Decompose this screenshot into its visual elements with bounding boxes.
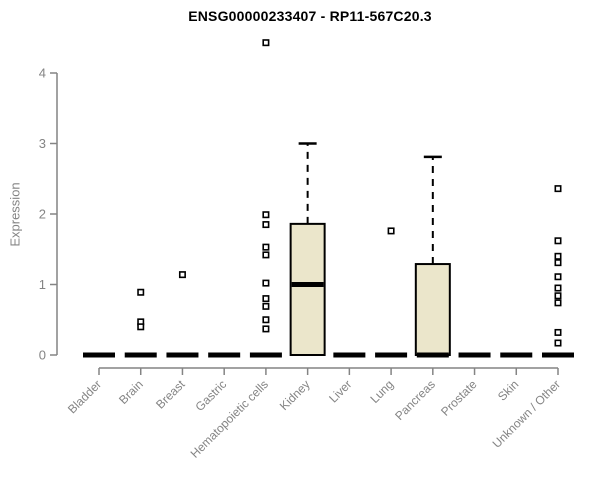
x-axis-label-hematopoietic-cells: Hematopoietic cells	[188, 377, 271, 460]
median-brain	[124, 352, 157, 358]
x-axis-label-gastric: Gastric	[193, 377, 230, 414]
outlier-hematopoietic-cells	[262, 325, 270, 333]
y-axis-tick-label: 3	[39, 136, 46, 151]
box-pancreas	[414, 263, 451, 356]
y-axis-title: Expression	[7, 182, 23, 247]
outlier-hematopoietic-cells	[262, 279, 270, 287]
median-lung	[375, 352, 408, 358]
outlier-unknown-other	[554, 292, 562, 300]
outlier-unknown-other	[554, 252, 562, 260]
outlier-hematopoietic-cells	[262, 316, 270, 324]
outlier-hematopoietic-cells	[262, 243, 270, 251]
median-breast	[166, 352, 199, 358]
y-axis-tick-label: 2	[39, 207, 46, 222]
outlier-hematopoietic-cells	[262, 39, 270, 47]
median-unknown-other	[542, 352, 574, 358]
median-hematopoietic-cells	[249, 352, 282, 358]
x-axis-label-pancreas: Pancreas	[392, 377, 438, 423]
median-gastric	[208, 352, 241, 358]
outlier-hematopoietic-cells	[262, 302, 270, 310]
y-axis-tick-label: 1	[39, 277, 46, 292]
outlier-hematopoietic-cells	[262, 251, 270, 259]
box-kidney	[289, 222, 326, 356]
median-pancreas	[416, 352, 449, 358]
x-axis-label-breast: Breast	[153, 377, 188, 412]
median-prostate	[458, 352, 491, 358]
outlier-hematopoietic-cells	[262, 211, 270, 219]
x-axis-label-skin: Skin	[495, 377, 521, 403]
x-axis-label-kidney: Kidney	[277, 377, 313, 413]
outlier-hematopoietic-cells	[262, 295, 270, 303]
outlier-brain	[137, 288, 145, 296]
outlier-lung	[387, 227, 395, 235]
median-liver	[333, 352, 366, 358]
outlier-unknown-other	[554, 339, 562, 347]
outlier-unknown-other	[554, 284, 562, 292]
y-axis-tick-label: 0	[39, 348, 46, 363]
outlier-hematopoietic-cells	[262, 221, 270, 229]
x-axis-label-liver: Liver	[326, 377, 354, 405]
outlier-unknown-other	[554, 299, 562, 307]
outlier-unknown-other	[554, 237, 562, 245]
x-axis-label-bladder: Bladder	[65, 377, 104, 416]
x-axis-label-lung: Lung	[367, 377, 396, 406]
outlier-unknown-other	[554, 185, 562, 193]
outlier-unknown-other	[554, 328, 562, 336]
x-axis-label-prostate: Prostate	[438, 377, 480, 419]
outlier-unknown-other	[554, 273, 562, 281]
outlier-brain	[137, 323, 145, 331]
y-axis-tick-label: 4	[39, 66, 46, 81]
median-bladder	[83, 352, 115, 358]
outlier-unknown-other	[554, 259, 562, 267]
x-axis-label-brain: Brain	[116, 377, 146, 407]
median-skin	[500, 352, 533, 358]
median-kidney	[291, 282, 324, 287]
chart-title: ENSG00000233407 - RP11-567C20.3	[188, 8, 432, 24]
outlier-breast	[178, 271, 186, 279]
